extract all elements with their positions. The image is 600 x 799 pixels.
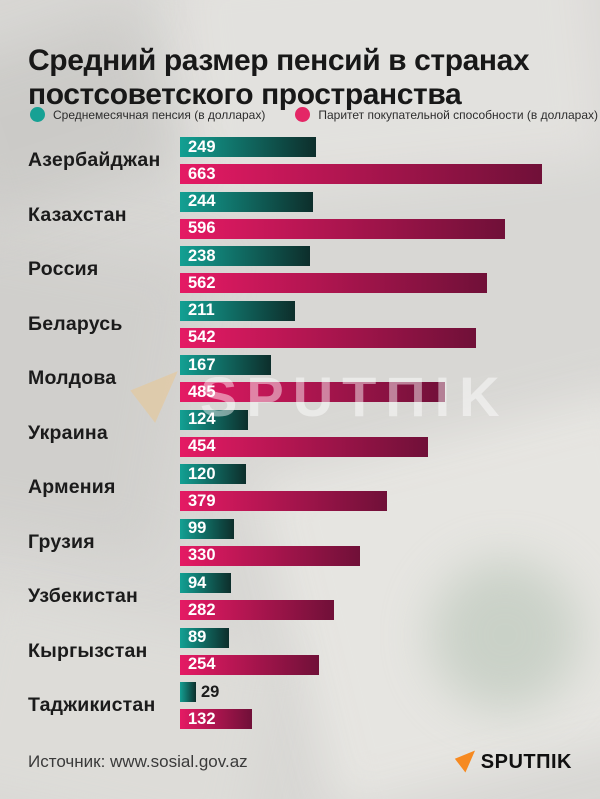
ppp-value: 379 bbox=[188, 491, 216, 510]
ppp-bar: 485 bbox=[180, 382, 445, 402]
country-bars: 249 663 bbox=[180, 137, 600, 184]
chart-row: Таджикистан 29 132 bbox=[28, 682, 600, 729]
chart-row: Россия 238 562 bbox=[28, 246, 600, 293]
ppp-bar: 454 bbox=[180, 436, 428, 457]
ppp-value: 562 bbox=[188, 273, 216, 292]
ppp-bar: 132 bbox=[180, 709, 252, 729]
chart-row: Кыргызстан 89 254 bbox=[28, 627, 600, 675]
ppp-bar: 254 bbox=[180, 654, 319, 675]
ppp-bar: 663 bbox=[180, 164, 542, 184]
chart-row: Грузия 99 330 bbox=[28, 518, 600, 566]
chart-row: Казахстан 244 596 bbox=[28, 191, 600, 239]
country-bars: 124 454 bbox=[180, 409, 600, 457]
pension-bar: 89 bbox=[180, 627, 229, 648]
chart-row: Беларусь 211 542 bbox=[28, 300, 600, 348]
background-blur-shape bbox=[430, 560, 580, 710]
pension-bar: 167 bbox=[180, 355, 271, 375]
legend-dot-ppp-icon bbox=[295, 107, 311, 122]
country-bars: 94 282 bbox=[180, 573, 600, 620]
pension-bar: 238 bbox=[180, 246, 310, 266]
country-label: Беларусь bbox=[28, 312, 123, 335]
ppp-value: 663 bbox=[188, 164, 216, 183]
pension-value: 120 bbox=[188, 464, 216, 483]
legend-item-pension: Среднемесячная пенсия (в долларах) bbox=[30, 107, 265, 122]
pension-bar: 244 bbox=[180, 191, 313, 212]
source-text: Источник: www.sosial.gov.az bbox=[28, 752, 248, 771]
chart-row: Украина 124 454 bbox=[28, 409, 600, 457]
country-bars: 211 542 bbox=[180, 300, 600, 348]
pension-value: 94 bbox=[188, 573, 207, 592]
country-label: Кыргызстан bbox=[28, 639, 148, 662]
ppp-value: 132 bbox=[188, 709, 216, 728]
page-title-line2: постсоветского пространства bbox=[28, 78, 462, 112]
country-bars: 167 485 bbox=[180, 355, 600, 402]
sputnik-arrow-icon bbox=[454, 750, 475, 773]
ppp-bar: 542 bbox=[180, 327, 476, 348]
page-title-line1: Средний размер пенсий в странах bbox=[28, 44, 530, 78]
pension-bar: 94 bbox=[180, 573, 231, 593]
pension-value: 249 bbox=[188, 137, 216, 156]
ppp-bar: 282 bbox=[180, 600, 334, 620]
pension-bar: 211 bbox=[180, 300, 295, 321]
pension-value: 238 bbox=[188, 246, 216, 265]
pension-bar: 29 bbox=[180, 682, 219, 702]
country-label: Россия bbox=[28, 258, 99, 280]
pension-value: 89 bbox=[188, 628, 207, 647]
country-label: Молдова bbox=[28, 367, 117, 389]
pension-bar: 120 bbox=[180, 464, 246, 484]
sputnik-logo: SPUTПIK bbox=[453, 749, 572, 774]
ppp-bar: 596 bbox=[180, 218, 505, 239]
ppp-value: 596 bbox=[188, 219, 216, 238]
legend-label-ppp: Паритет покупательной способности (в дол… bbox=[318, 107, 599, 122]
sputnik-logo-text: SPUTПIK bbox=[480, 750, 572, 773]
country-label: Азербайджан bbox=[28, 149, 161, 171]
pension-value: 124 bbox=[188, 410, 216, 429]
ppp-value: 330 bbox=[188, 546, 216, 565]
pension-value: 167 bbox=[188, 355, 216, 374]
country-bars: 244 596 bbox=[180, 191, 600, 239]
ppp-value: 254 bbox=[188, 655, 216, 674]
pension-value: 29 bbox=[201, 682, 220, 701]
ppp-bar: 562 bbox=[180, 273, 487, 293]
country-label: Таджикистан bbox=[28, 694, 156, 716]
ppp-bar: 330 bbox=[180, 545, 360, 566]
pension-bar: 249 bbox=[180, 137, 316, 157]
pension-value: 99 bbox=[188, 519, 207, 538]
pension-value: 211 bbox=[188, 301, 215, 320]
pension-value: 244 bbox=[188, 192, 216, 211]
pension-bar: 124 bbox=[180, 409, 248, 430]
ppp-value: 485 bbox=[188, 382, 216, 401]
ppp-value: 542 bbox=[188, 328, 216, 347]
page-title: Средний размер пенсий в странах постсове… bbox=[28, 44, 530, 112]
ppp-bar: 379 bbox=[180, 491, 387, 511]
pension-bar: 99 bbox=[180, 518, 234, 539]
country-label: Казахстан bbox=[28, 203, 127, 226]
chart-row: Азербайджан 249 663 bbox=[28, 137, 600, 184]
chart-row: Армения 120 379 bbox=[28, 464, 600, 511]
country-bars: 89 254 bbox=[180, 627, 600, 675]
chart-row: Узбекистан 94 282 bbox=[28, 573, 600, 620]
chart-row: Молдова 167 485 bbox=[28, 355, 600, 402]
country-bars: 99 330 bbox=[180, 518, 600, 566]
legend-item-ppp: Паритет покупательной способности (в дол… bbox=[295, 107, 598, 122]
ppp-value: 454 bbox=[188, 437, 216, 456]
country-bars: 120 379 bbox=[180, 464, 600, 511]
country-label: Армения bbox=[28, 476, 116, 498]
country-bars: 238 562 bbox=[180, 246, 600, 293]
chart: Азербайджан 249 663 Казахстан 244 596 Ро… bbox=[28, 137, 600, 737]
country-label: Украина bbox=[28, 421, 108, 444]
ppp-value: 282 bbox=[188, 600, 216, 619]
country-label: Грузия bbox=[28, 530, 95, 553]
country-label: Узбекистан bbox=[28, 585, 139, 607]
legend-label-pension: Среднемесячная пенсия (в долларах) bbox=[53, 107, 266, 122]
legend: Среднемесячная пенсия (в долларах) Парит… bbox=[30, 107, 598, 122]
legend-dot-pension-icon bbox=[30, 107, 45, 122]
country-bars: 29 132 bbox=[180, 682, 600, 729]
